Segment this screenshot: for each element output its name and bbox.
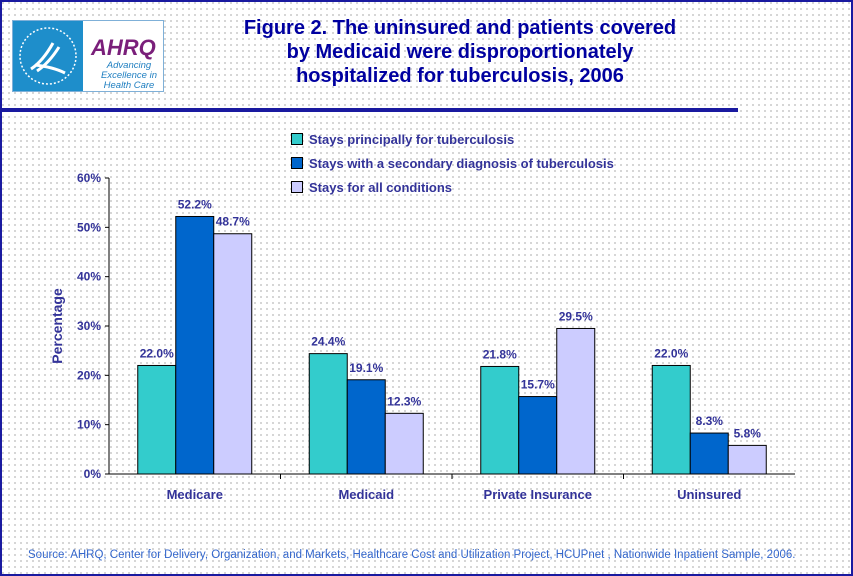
hhs-eagle-icon	[13, 21, 83, 91]
legend: Stays principally for tuberculosis Stays…	[291, 127, 614, 199]
source-note: Source: AHRQ, Center for Delivery, Organ…	[28, 549, 796, 561]
legend-swatch	[291, 133, 303, 145]
legend-label: Stays for all conditions	[309, 179, 453, 195]
title-line: Figure 2. The uninsured and patients cov…	[243, 17, 677, 39]
y-tick-label: 40%	[77, 270, 101, 284]
legend-label: Stays principally for tuberculosis	[309, 131, 515, 147]
data-label: 21.8%	[483, 347, 517, 361]
ahrq-logo: AHRQ Advancing Excellence in Health Care	[12, 20, 164, 92]
bar	[137, 364, 177, 475]
legend-item: Stays with a secondary diagnosis of tube…	[291, 151, 614, 175]
data-label: 15.7%	[521, 378, 555, 392]
bar	[308, 353, 348, 475]
x-tick-label: Medicaid	[338, 487, 394, 502]
legend-swatch	[291, 157, 303, 169]
y-tick-label: 30%	[77, 319, 101, 333]
data-label: 12.3%	[387, 394, 421, 408]
legend-label: Stays with a secondary diagnosis of tube…	[309, 155, 614, 171]
y-tick-label: 10%	[77, 418, 101, 432]
chart-title: Figure 2. The uninsured and patients cov…	[200, 16, 720, 88]
title-line: by Medicaid were disproportionately	[286, 41, 634, 63]
bar	[480, 365, 520, 475]
data-label: 22.0%	[654, 346, 688, 360]
bar	[346, 379, 386, 475]
bar	[384, 412, 424, 475]
data-label: 29.5%	[559, 309, 593, 323]
x-tick-label: Medicare	[167, 487, 223, 502]
y-tick-label: 20%	[77, 368, 101, 382]
x-tick-label: Private Insurance	[484, 487, 592, 502]
legend-item: Stays principally for tuberculosis	[291, 127, 614, 151]
title-line: hospitalized for tuberculosis, 2006	[296, 65, 624, 87]
data-label: 19.1%	[349, 361, 383, 375]
ahrq-tagline: Advancing Excellence in Health Care	[101, 60, 157, 91]
bar	[175, 215, 215, 475]
x-tick-label: Uninsured	[677, 487, 741, 502]
y-tick-label: 0%	[84, 467, 102, 481]
bar	[213, 233, 253, 475]
bar	[689, 432, 729, 475]
data-label: 8.3%	[696, 414, 724, 428]
bar	[727, 444, 767, 475]
title-divider	[0, 108, 738, 112]
data-label: 24.4%	[311, 335, 345, 349]
y-tick-label: 50%	[77, 220, 101, 234]
bar	[651, 364, 691, 475]
data-label: 5.8%	[734, 426, 762, 440]
bar	[518, 396, 558, 475]
data-label: 48.7%	[216, 215, 250, 229]
data-label: 52.2%	[178, 197, 212, 211]
y-axis-label: Percentage	[49, 288, 65, 364]
legend-swatch	[291, 181, 303, 193]
y-tick-label: 60%	[77, 171, 101, 185]
data-label: 22.0%	[140, 346, 174, 360]
ahrq-wordmark: AHRQ	[91, 35, 156, 60]
bar	[556, 327, 596, 475]
legend-item: Stays for all conditions	[291, 175, 614, 199]
